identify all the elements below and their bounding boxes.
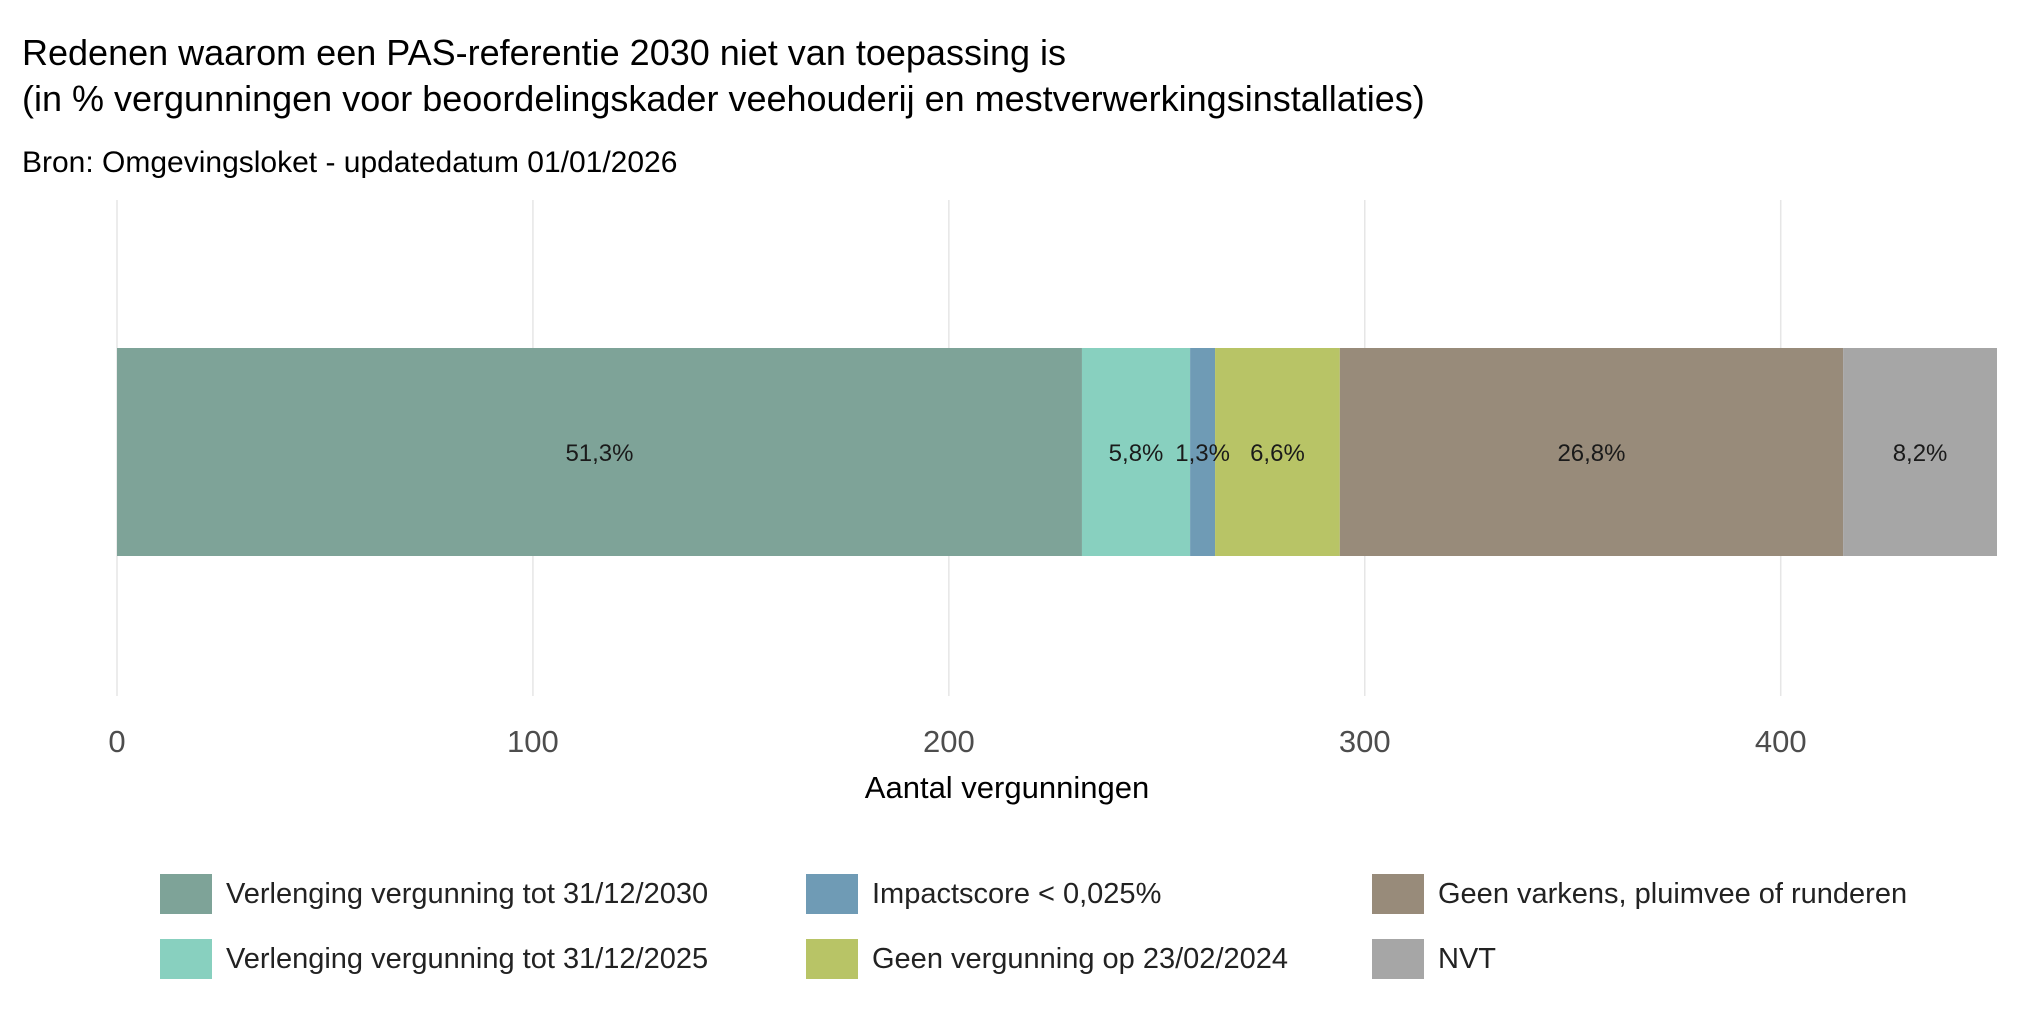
legend-label: Impactscore < 0,025% xyxy=(872,877,1162,910)
x-tick-label: 300 xyxy=(1339,724,1391,759)
legend-label: Verlenging vergunning tot 31/12/2025 xyxy=(226,942,709,975)
legend-label: Geen varkens, pluimvee of runderen xyxy=(1438,877,1908,910)
x-tick-label: 200 xyxy=(923,724,975,759)
bar-segment xyxy=(1081,348,1191,556)
chart-title-line2: (in % vergunningen voor beoordelingskade… xyxy=(22,78,1425,119)
legend-item: Geen vergunning op 23/02/2024 xyxy=(806,939,1288,979)
data-label: 26,8% xyxy=(1557,440,1625,467)
data-label: 8,2% xyxy=(1893,440,1948,467)
legend-label: Geen vergunning op 23/02/2024 xyxy=(872,942,1289,975)
bar-segment xyxy=(1843,348,1997,556)
legend-swatch xyxy=(160,874,212,914)
chart-title: Redenen waarom een PAS-referentie 2030 n… xyxy=(22,32,1066,73)
bar-segment xyxy=(1215,348,1340,556)
legend-swatch xyxy=(806,939,858,979)
legend-label: Verlenging vergunning tot 31/12/2030 xyxy=(226,877,709,910)
legend-label: NVT xyxy=(1438,942,1496,975)
legend-swatch xyxy=(806,874,858,914)
legend-swatch xyxy=(160,939,212,979)
data-label: 1,3% xyxy=(1175,440,1230,467)
data-label: 5,8% xyxy=(1109,440,1164,467)
legend-item: NVT xyxy=(1372,939,1496,979)
legend-swatch xyxy=(1372,939,1424,979)
legend-item: Verlenging vergunning tot 31/12/2025 xyxy=(160,939,708,979)
legend-item: Impactscore < 0,025% xyxy=(806,874,1161,914)
data-label: 6,6% xyxy=(1250,440,1305,467)
legend-item: Verlenging vergunning tot 31/12/2030 xyxy=(160,874,708,914)
x-tick-label: 400 xyxy=(1755,724,1807,759)
bar-segment xyxy=(1339,348,1844,556)
chart-subtitle: Bron: Omgevingsloket - updatedatum 01/01… xyxy=(22,146,678,179)
data-label: 51,3% xyxy=(565,440,633,467)
x-tick-label: 100 xyxy=(507,724,559,759)
legend-item: Geen varkens, pluimvee of runderen xyxy=(1372,874,1907,914)
bar-segment xyxy=(117,348,1082,556)
legend-swatch xyxy=(1372,874,1424,914)
x-axis-title: Aantal vergunningen xyxy=(865,770,1149,805)
x-tick-label: 0 xyxy=(108,724,125,759)
bar-segment xyxy=(1190,348,1216,556)
